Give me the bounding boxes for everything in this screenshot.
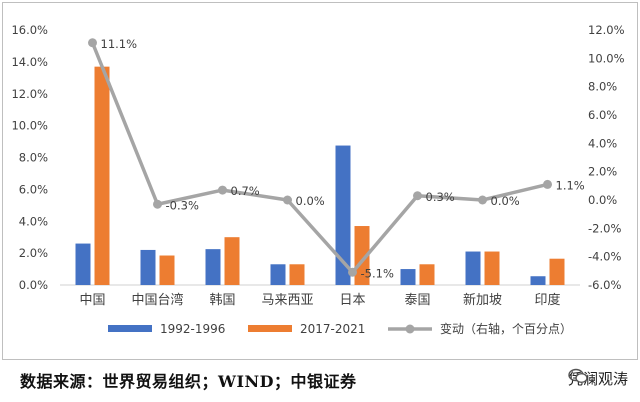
category-label: 日本 <box>339 293 365 308</box>
change-data-label: 0.7% <box>231 184 260 198</box>
right-tick-label: 8.0% <box>588 80 617 94</box>
change-point <box>348 267 357 277</box>
legend-label: 1992-1996 <box>160 322 225 336</box>
category-label: 中国 <box>79 293 105 308</box>
change-point <box>413 191 422 201</box>
bar-1992-1996 <box>335 145 351 285</box>
left-tick-label: 10.0% <box>11 119 48 133</box>
legend-label: 变动（右轴，个百分点） <box>440 321 572 336</box>
right-tick-label: -6.0% <box>588 278 621 292</box>
bar-1992-1996 <box>465 251 481 285</box>
change-point <box>543 179 552 189</box>
category-label: 印度 <box>534 292 560 308</box>
right-tick-label: 4.0% <box>588 136 617 150</box>
right-tick-label: 0.0% <box>588 193 617 207</box>
left-tick-label: 16.0% <box>11 23 48 37</box>
change-point <box>88 38 97 48</box>
bar-1992-1996 <box>205 249 221 285</box>
bar-2017-2021 <box>419 264 435 285</box>
change-data-label: -0.3% <box>166 198 199 212</box>
legend-marker <box>405 324 415 334</box>
right-tick-label: 2.0% <box>588 165 617 179</box>
bar-1992-1996 <box>75 243 91 285</box>
bar-2017-2021 <box>484 251 500 285</box>
bar-2017-2021 <box>549 258 565 285</box>
category-label: 韩国 <box>209 293 235 308</box>
bar-1992-1996 <box>530 276 546 285</box>
source-note: 数据来源：世界贸易组织；WIND；中银证券 <box>20 372 357 391</box>
left-tick-label: 6.0% <box>19 182 48 196</box>
wechat-icon <box>568 368 588 384</box>
category-label: 中国台湾 <box>131 292 183 308</box>
change-data-label: 11.1% <box>101 37 138 51</box>
left-tick-label: 2.0% <box>19 246 48 260</box>
right-tick-label: 6.0% <box>588 108 617 122</box>
left-tick-label: 14.0% <box>11 55 48 69</box>
right-tick-label: -2.0% <box>588 221 621 235</box>
right-tick-label: 12.0% <box>588 23 625 37</box>
bar-2017-2021 <box>289 264 305 285</box>
legend-swatch <box>108 325 152 332</box>
bar-1992-1996 <box>270 264 286 285</box>
category-label: 泰国 <box>404 293 430 308</box>
change-point <box>283 195 292 205</box>
change-data-label: -5.1% <box>361 266 394 280</box>
change-point <box>478 195 487 205</box>
left-tick-label: 0.0% <box>19 278 48 292</box>
left-tick-label: 12.0% <box>11 87 48 101</box>
change-data-label: 0.0% <box>296 194 325 208</box>
bar-2017-2021 <box>224 237 240 285</box>
change-data-label: 0.0% <box>491 194 520 208</box>
bar-2017-2021 <box>159 255 175 285</box>
right-tick-label: -4.0% <box>588 250 621 264</box>
watermark: 凭澜观涛 <box>568 368 628 389</box>
bar-1992-1996 <box>140 249 156 285</box>
right-tick-label: 10.0% <box>588 51 625 65</box>
left-tick-label: 8.0% <box>19 151 48 165</box>
change-point <box>218 185 227 195</box>
left-tick-label: 4.0% <box>19 214 48 228</box>
change-line <box>90 42 548 274</box>
category-label: 新加坡 <box>463 292 502 308</box>
bar-2017-2021 <box>354 226 370 285</box>
legend-label: 2017-2021 <box>300 322 365 336</box>
bar-1992-1996 <box>400 269 416 285</box>
change-data-label: 0.3% <box>426 190 455 204</box>
legend-swatch <box>248 325 292 332</box>
category-label: 马来西亚 <box>261 293 313 308</box>
bar-2017-2021 <box>94 66 110 285</box>
change-data-label: 1.1% <box>556 178 585 192</box>
change-point <box>153 199 162 209</box>
